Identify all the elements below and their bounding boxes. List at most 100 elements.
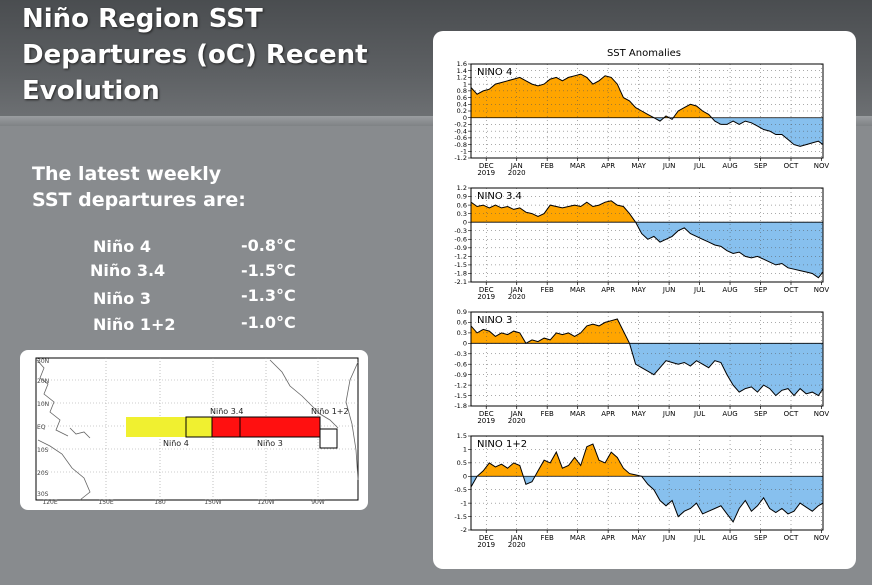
lat-label: 20S — [37, 470, 49, 477]
lon-label: 180 — [154, 499, 166, 506]
y-tick-label: 1.5 — [457, 432, 467, 440]
lat-label: EQ — [37, 424, 46, 431]
panel-name: NINO 3.4 — [477, 191, 522, 202]
y-tick-label: -0.3 — [454, 350, 467, 358]
y-tick-label: -0.9 — [454, 371, 467, 379]
y-tick-label: 0 — [463, 114, 467, 122]
y-tick-label: -1.5 — [454, 513, 467, 521]
series-line — [471, 443, 823, 523]
x-tick-label: FEB — [541, 410, 554, 418]
y-tick-label: -0.9 — [454, 244, 467, 252]
lon-labels: 120E 150E 180 150W 120W 90W — [42, 499, 324, 506]
x-tick-label: JUN — [662, 410, 675, 418]
x-tick-label: OCT — [784, 162, 799, 170]
y-tick-label: 0.8 — [457, 87, 467, 95]
x-tick-label: SEP — [754, 162, 767, 170]
positive-anomaly-area — [471, 200, 636, 223]
x-tick-label: APR — [601, 286, 615, 294]
nino34-box-red — [211, 416, 241, 438]
y-tick-label: -0.3 — [454, 227, 467, 235]
region-value-nino4: -0.8°C — [241, 236, 296, 255]
x-tick-label: JUL — [693, 410, 705, 418]
y-tick-label: -0.6 — [454, 134, 467, 142]
panel-frame — [470, 187, 824, 283]
lon-label: 150W — [204, 499, 221, 506]
region-name-nino4: Niño 4 — [93, 237, 151, 256]
x-tick-label: OCT — [784, 286, 799, 294]
x-tick-label: JAN — [510, 162, 523, 170]
series-line — [471, 200, 823, 279]
y-tick-label: 1.4 — [457, 67, 467, 75]
x-tick-label: DEC — [479, 162, 494, 170]
y-tick-label: -1.8 — [454, 270, 467, 278]
region-value-nino3: -1.3°C — [241, 286, 296, 305]
negative-anomaly-area — [471, 222, 823, 278]
lon-label: 150E — [98, 499, 113, 506]
x-tick-label: JUL — [693, 286, 705, 294]
x-tick-label: SEP — [754, 286, 767, 294]
x-tick-year: 2020 — [508, 541, 526, 549]
lat-label: 10S — [37, 447, 49, 454]
x-tick-label: MAY — [631, 410, 646, 418]
region-name-nino3: Niño 3 — [93, 289, 151, 308]
intro-text: The latest weekly SST departures are: — [32, 163, 246, 211]
lon-label: 90W — [311, 499, 325, 506]
y-tick-label: 1 — [463, 80, 467, 88]
x-tick-year: 2020 — [508, 417, 526, 425]
panel-name: NINO 3 — [477, 315, 512, 326]
nino4-box-west — [126, 417, 186, 437]
x-tick-year: 2019 — [477, 417, 495, 425]
y-tick-label: 0.6 — [457, 319, 467, 327]
y-tick-label: 0.3 — [457, 210, 467, 218]
y-tick-label: -1.2 — [454, 253, 467, 261]
y-tick-label: 0.6 — [457, 94, 467, 102]
y-tick-label: -0.6 — [454, 360, 467, 368]
chart-title: SST Anomalies — [607, 48, 681, 59]
positive-anomaly-area — [477, 444, 642, 477]
y-tick-label: 1 — [463, 446, 467, 454]
x-tick-label: JUL — [693, 534, 705, 542]
lat-label: 10N — [37, 401, 49, 408]
x-tick-label: MAR — [570, 286, 586, 294]
negative-anomaly-area — [653, 117, 823, 147]
lon-label: 120E — [42, 499, 57, 506]
positive-anomaly-area — [471, 319, 823, 344]
y-tick-label: -0.6 — [454, 235, 467, 243]
y-tick-label: 0.5 — [457, 459, 467, 467]
y-tick-label: -1 — [461, 499, 467, 507]
x-tick-label: NOV — [814, 410, 830, 418]
y-tick-label: -0.5 — [454, 486, 467, 494]
y-tick-label: 0.3 — [457, 329, 467, 337]
region-value-nino34: -1.5°C — [241, 261, 296, 280]
x-tick-label: NOV — [814, 286, 830, 294]
negative-anomaly-area — [629, 343, 823, 396]
panel-frame — [470, 311, 824, 407]
x-tick-label: AUG — [722, 162, 737, 170]
x-tick-label: NOV — [814, 534, 830, 542]
sst-anomalies-panel: SST Anomalies DEC 2019 JAN 2020 FEB MAR APR MAY… — [433, 31, 856, 569]
x-tick-label: NOV — [814, 162, 830, 170]
nino12-box — [319, 428, 338, 449]
x-tick-year: 2020 — [508, 293, 526, 301]
lon-label: 120W — [257, 499, 274, 506]
y-tick-label: -1.5 — [454, 261, 467, 269]
x-tick-label: JAN — [510, 286, 523, 294]
y-tick-label: -1.2 — [454, 154, 467, 162]
y-tick-label: 0.2 — [457, 107, 467, 115]
panel-frame — [470, 435, 824, 531]
region-name-nino12: Niño 1+2 — [93, 315, 176, 334]
x-tick-label: JAN — [510, 534, 523, 542]
x-tick-label: JUN — [662, 286, 675, 294]
lat-label: 30S — [37, 491, 49, 498]
panel-name: NINO 1+2 — [477, 439, 527, 450]
y-tick-label: 0.9 — [457, 308, 467, 316]
x-tick-label: OCT — [784, 534, 799, 542]
x-tick-label: DEC — [479, 410, 494, 418]
x-tick-label: AUG — [722, 286, 737, 294]
series-line — [471, 318, 823, 397]
x-tick-label: AUG — [722, 410, 737, 418]
y-tick-label: -0.2 — [454, 121, 467, 129]
